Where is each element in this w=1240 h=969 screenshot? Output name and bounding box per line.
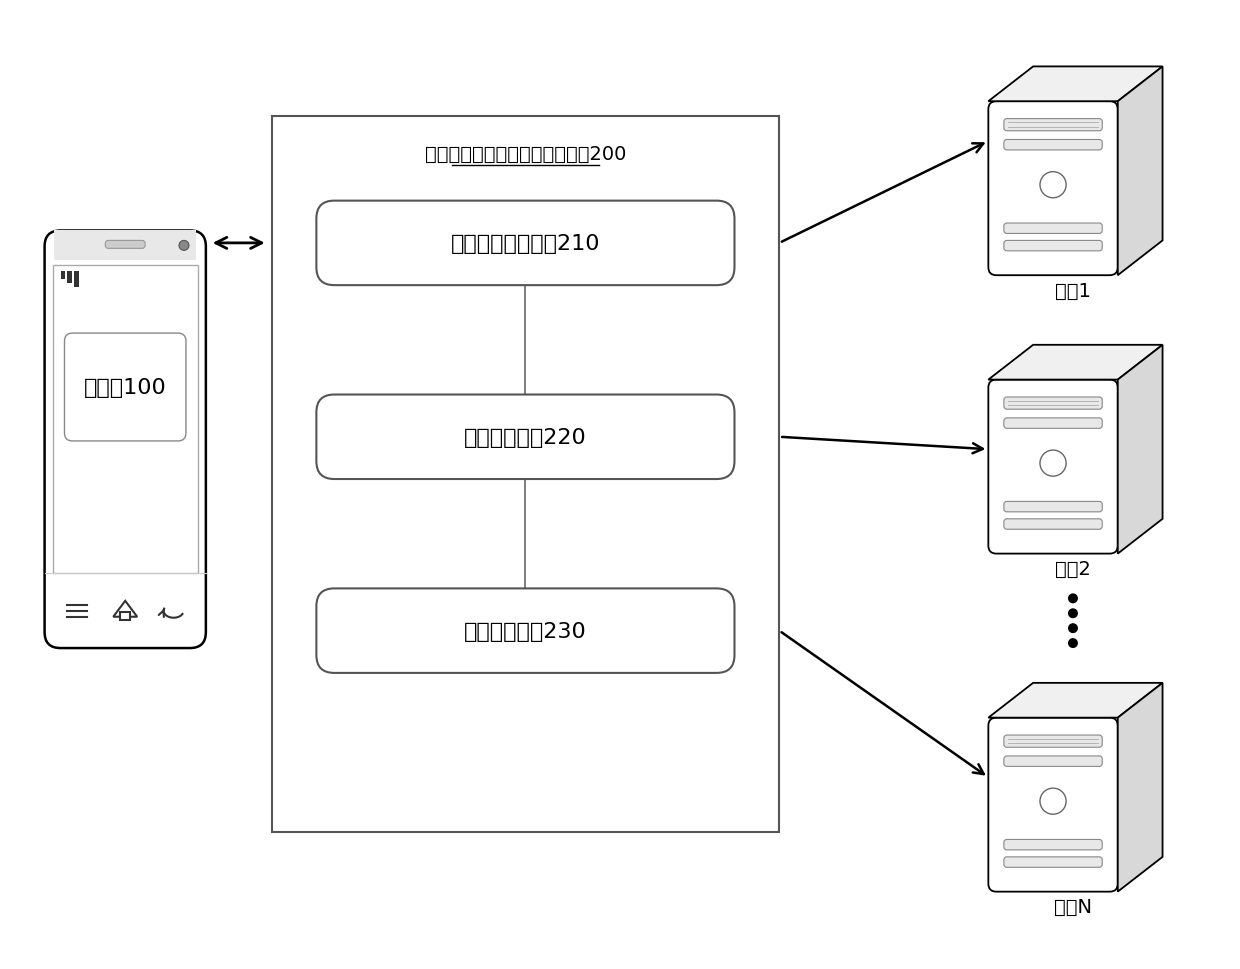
Text: 节点1: 节点1 xyxy=(1055,281,1091,300)
Polygon shape xyxy=(988,67,1163,102)
Polygon shape xyxy=(1117,683,1163,891)
Text: 日志分析模块230: 日志分析模块230 xyxy=(464,621,587,641)
Text: 节点2: 节点2 xyxy=(1055,559,1091,578)
Circle shape xyxy=(1068,639,1078,648)
FancyBboxPatch shape xyxy=(316,589,734,673)
FancyBboxPatch shape xyxy=(1004,839,1102,850)
Text: 客户端100: 客户端100 xyxy=(84,378,166,397)
Bar xyxy=(74,272,79,288)
FancyBboxPatch shape xyxy=(1004,419,1102,429)
Polygon shape xyxy=(988,683,1163,718)
Text: 分布式存储系统的性能测试设备200: 分布式存储系统的性能测试设备200 xyxy=(425,145,626,164)
Bar xyxy=(55,232,196,261)
Circle shape xyxy=(1068,624,1078,634)
FancyBboxPatch shape xyxy=(1004,735,1102,747)
FancyBboxPatch shape xyxy=(316,395,734,480)
Bar xyxy=(120,612,130,620)
Polygon shape xyxy=(988,345,1163,380)
Circle shape xyxy=(1040,172,1066,199)
Text: 节点N: 节点N xyxy=(1054,897,1092,916)
FancyBboxPatch shape xyxy=(1004,519,1102,530)
Bar xyxy=(52,266,198,574)
FancyBboxPatch shape xyxy=(1004,397,1102,410)
Circle shape xyxy=(1068,594,1078,604)
FancyBboxPatch shape xyxy=(1004,857,1102,867)
FancyBboxPatch shape xyxy=(1004,502,1102,513)
Polygon shape xyxy=(1117,345,1163,554)
Circle shape xyxy=(1040,789,1066,814)
FancyBboxPatch shape xyxy=(1004,141,1102,151)
FancyBboxPatch shape xyxy=(64,333,186,442)
FancyBboxPatch shape xyxy=(988,102,1117,276)
Text: 自动测试模块220: 自动测试模块220 xyxy=(464,427,587,448)
FancyBboxPatch shape xyxy=(988,718,1117,891)
FancyBboxPatch shape xyxy=(316,202,734,286)
Circle shape xyxy=(1068,609,1078,618)
Polygon shape xyxy=(1117,67,1163,276)
FancyBboxPatch shape xyxy=(105,241,145,249)
Bar xyxy=(67,272,72,284)
Bar xyxy=(61,272,66,280)
FancyBboxPatch shape xyxy=(1004,224,1102,234)
Circle shape xyxy=(179,241,188,251)
Bar xyxy=(272,117,779,832)
Text: 配置文件加载模块210: 配置文件加载模块210 xyxy=(450,234,600,254)
FancyBboxPatch shape xyxy=(1004,119,1102,132)
FancyBboxPatch shape xyxy=(1004,756,1102,766)
FancyBboxPatch shape xyxy=(988,380,1117,554)
FancyBboxPatch shape xyxy=(1004,241,1102,252)
FancyBboxPatch shape xyxy=(45,232,206,648)
Circle shape xyxy=(1040,451,1066,477)
